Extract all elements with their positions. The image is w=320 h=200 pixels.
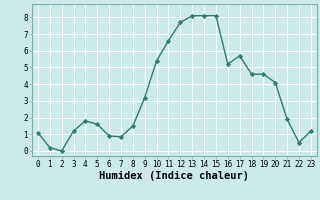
X-axis label: Humidex (Indice chaleur): Humidex (Indice chaleur) bbox=[100, 171, 249, 181]
